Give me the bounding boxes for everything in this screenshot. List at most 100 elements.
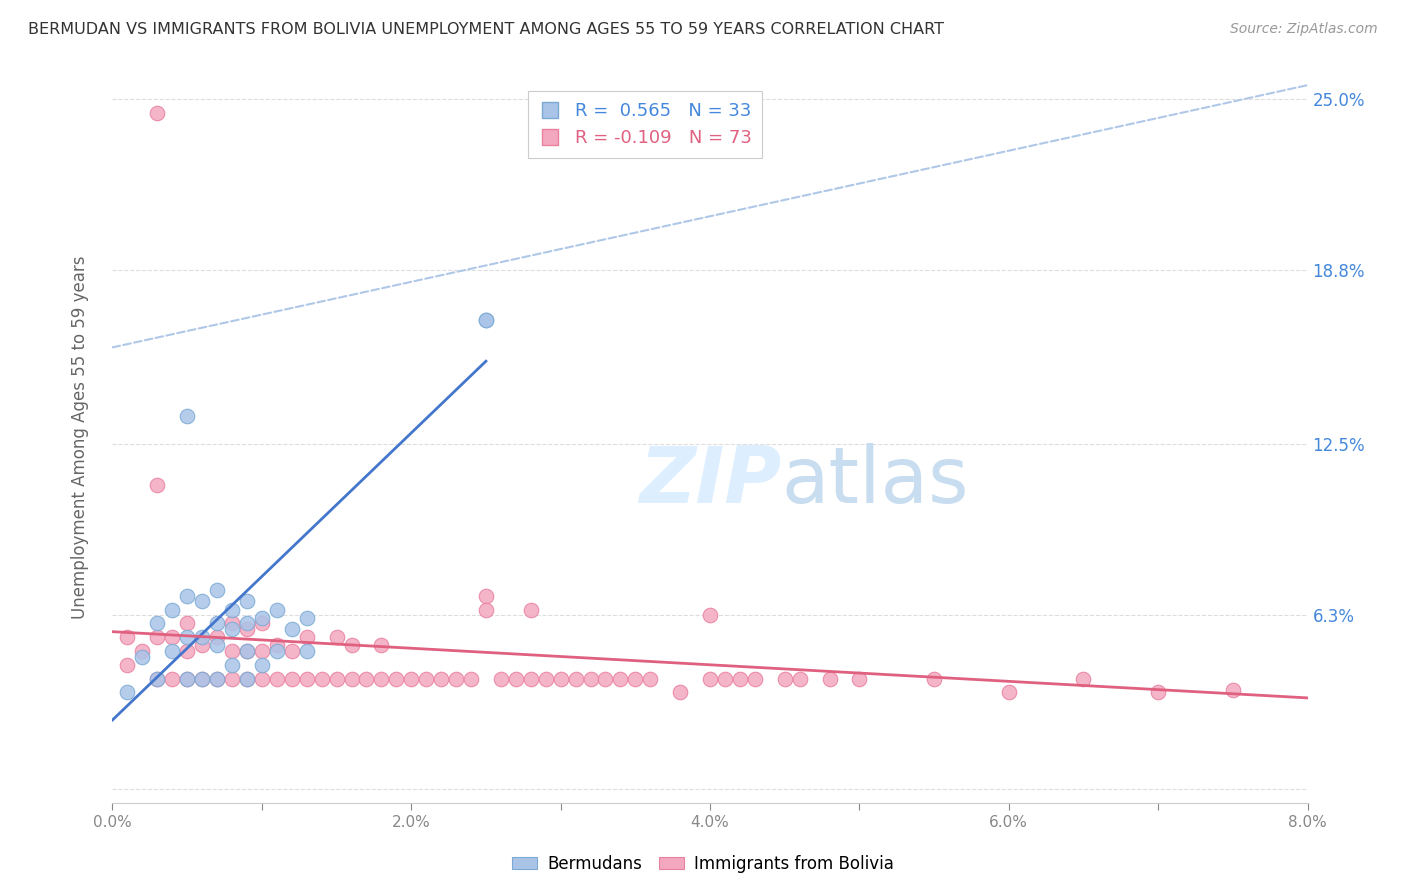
Point [534,672,557,686]
Point [444,672,467,686]
Point [564,672,586,686]
Point [773,672,796,686]
Point [370,672,392,686]
Point [236,616,259,631]
Point [1073,672,1095,686]
Point [475,312,498,326]
Point [131,644,153,658]
Point [266,639,288,653]
Point [475,602,498,616]
Point [550,672,572,686]
Point [162,602,183,616]
Point [250,672,273,686]
Point [401,672,423,686]
Point [236,672,259,686]
Text: BERMUDAN VS IMMIGRANTS FROM BOLIVIA UNEMPLOYMENT AMONG AGES 55 TO 59 YEARS CORRE: BERMUDAN VS IMMIGRANTS FROM BOLIVIA UNEM… [28,22,943,37]
Text: ZIP: ZIP [640,443,782,519]
Point [266,644,288,658]
Point [714,672,737,686]
Point [191,672,214,686]
Point [221,616,243,631]
Legend: Bermudans, Immigrants from Bolivia: Bermudans, Immigrants from Bolivia [506,848,900,880]
Y-axis label: Unemployment Among Ages 55 to 59 years: Unemployment Among Ages 55 to 59 years [70,255,89,619]
Text: Source: ZipAtlas.com: Source: ZipAtlas.com [1230,22,1378,37]
Point [520,602,543,616]
Point [295,672,318,686]
Point [325,672,347,686]
Point [250,644,273,658]
Point [460,672,482,686]
Point [117,685,139,699]
Point [146,672,169,686]
Point [146,616,169,631]
Point [176,589,198,603]
Point [191,672,214,686]
Point [818,672,841,686]
Point [117,630,139,644]
Point [221,622,243,636]
Point [311,672,333,686]
Point [266,602,288,616]
Point [370,639,392,653]
Point [176,672,198,686]
Point [266,672,288,686]
Point [281,672,304,686]
Point [669,685,692,699]
Point [191,639,214,653]
Point [146,672,169,686]
Point [221,657,243,672]
Point [146,478,169,492]
Point [475,589,498,603]
Point [295,611,318,625]
Point [146,105,169,120]
Point [250,611,273,625]
Point [162,644,183,658]
Point [1147,685,1170,699]
Point [728,672,751,686]
Point [191,630,214,644]
Point [430,672,453,686]
Point [236,672,259,686]
Point [205,583,228,598]
Point [520,672,543,686]
Point [579,672,602,686]
Point [595,672,617,686]
Point [205,672,228,686]
Legend: R =  0.565   N = 33, R = -0.109   N = 73: R = 0.565 N = 33, R = -0.109 N = 73 [527,91,762,158]
Point [236,622,259,636]
Point [236,644,259,658]
Point [415,672,437,686]
Point [236,594,259,608]
Point [624,672,647,686]
Point [922,672,945,686]
Text: atlas: atlas [782,443,969,519]
Point [205,672,228,686]
Point [475,312,498,326]
Point [295,644,318,658]
Point [205,616,228,631]
Point [191,594,214,608]
Point [699,672,721,686]
Point [236,644,259,658]
Point [640,672,662,686]
Point [699,608,721,623]
Point [385,672,408,686]
Point [356,672,378,686]
Point [117,657,139,672]
Point [205,630,228,644]
Point [744,672,766,686]
Point [848,672,870,686]
Point [176,644,198,658]
Point [325,630,347,644]
Point [162,672,183,686]
Point [1222,682,1244,697]
Point [281,644,304,658]
Point [221,602,243,616]
Point [295,630,318,644]
Point [281,622,304,636]
Point [221,672,243,686]
Point [131,649,153,664]
Point [998,685,1021,699]
Point [609,672,631,686]
Point [221,644,243,658]
